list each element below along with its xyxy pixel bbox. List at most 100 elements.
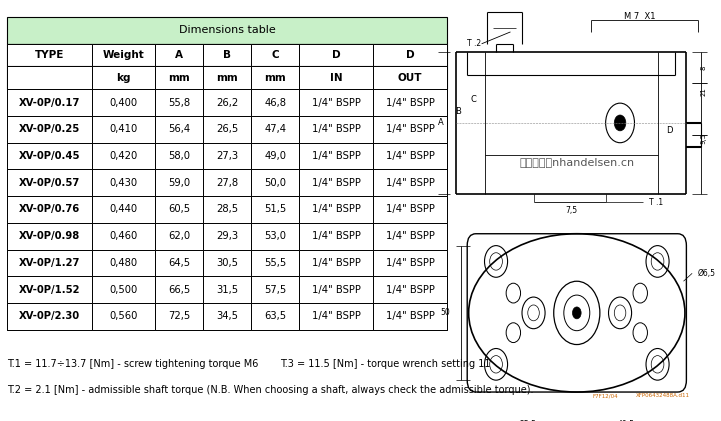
Text: 1/4" BSPP: 1/4" BSPP <box>386 231 435 241</box>
Bar <box>251 116 299 143</box>
Text: 1/4" BSPP: 1/4" BSPP <box>386 98 435 108</box>
Text: 8: 8 <box>701 65 707 70</box>
Text: D: D <box>665 126 673 135</box>
Text: M 7  X1: M 7 X1 <box>624 12 656 21</box>
Text: 51,5: 51,5 <box>264 205 286 214</box>
Bar <box>7 170 447 196</box>
Bar <box>373 250 447 276</box>
Text: 0,480: 0,480 <box>110 258 138 268</box>
Bar <box>251 303 299 330</box>
Bar <box>203 89 251 116</box>
Text: 27,8: 27,8 <box>216 178 238 188</box>
Text: XV-0P/0.17: XV-0P/0.17 <box>19 98 81 108</box>
Text: 31,5: 31,5 <box>216 285 238 295</box>
Bar <box>251 67 299 89</box>
Bar <box>203 143 251 170</box>
Bar <box>7 223 447 250</box>
Text: 26,5: 26,5 <box>216 125 238 134</box>
Text: 29,3: 29,3 <box>216 231 238 241</box>
Bar <box>203 43 251 67</box>
Bar <box>7 250 92 276</box>
Bar <box>373 116 447 143</box>
Bar <box>251 276 299 303</box>
Text: 1/4" BSPP: 1/4" BSPP <box>311 125 360 134</box>
Text: 1/4" BSPP: 1/4" BSPP <box>386 258 435 268</box>
Text: 1/4" BSPP: 1/4" BSPP <box>386 205 435 214</box>
Bar <box>92 223 155 250</box>
Text: 47,4: 47,4 <box>264 125 286 134</box>
Bar <box>92 170 155 196</box>
Bar <box>155 196 203 223</box>
Bar <box>299 43 373 67</box>
Text: 53,0: 53,0 <box>264 231 286 241</box>
Bar <box>373 43 447 67</box>
Bar <box>92 143 155 170</box>
Bar <box>155 43 203 67</box>
Text: mm: mm <box>216 73 238 83</box>
Text: D: D <box>406 50 415 60</box>
Bar <box>155 67 203 89</box>
Text: T.2 = 2.1 [Nm] - admissible shaft torque (N.B. When choosing a shaft, always che: T.2 = 2.1 [Nm] - admissible shaft torque… <box>7 385 534 395</box>
Bar <box>203 303 251 330</box>
Bar <box>7 303 92 330</box>
Text: kg: kg <box>116 73 131 83</box>
Text: 49,0: 49,0 <box>264 151 286 161</box>
Text: 1/4" BSPP: 1/4" BSPP <box>386 178 435 188</box>
Text: 0,460: 0,460 <box>110 231 138 241</box>
Text: 1/4" BSPP: 1/4" BSPP <box>386 285 435 295</box>
Bar <box>7 303 447 330</box>
Text: XV-0P/0.98: XV-0P/0.98 <box>19 231 80 241</box>
Bar <box>7 196 92 223</box>
Text: T .1: T .1 <box>649 197 663 207</box>
Text: XV-0P/0.76: XV-0P/0.76 <box>19 205 80 214</box>
Text: 1/4" BSPP: 1/4" BSPP <box>311 178 360 188</box>
Bar <box>7 276 92 303</box>
Text: T .2: T .2 <box>467 39 482 48</box>
Circle shape <box>572 307 581 319</box>
Text: 40,5: 40,5 <box>617 420 634 421</box>
Bar <box>299 250 373 276</box>
Text: mm: mm <box>168 73 190 83</box>
Bar <box>155 276 203 303</box>
Bar <box>7 67 447 89</box>
Bar <box>92 250 155 276</box>
Text: 0,500: 0,500 <box>110 285 138 295</box>
Text: T.3 = 11.5 [Nm] - torque wrench setting 11: T.3 = 11.5 [Nm] - torque wrench setting … <box>280 359 490 369</box>
Bar <box>203 250 251 276</box>
Bar <box>203 67 251 89</box>
Text: 1/4" BSPP: 1/4" BSPP <box>386 311 435 321</box>
Bar <box>373 89 447 116</box>
Text: XV-0P/0.57: XV-0P/0.57 <box>19 178 80 188</box>
Text: 1/4" BSPP: 1/4" BSPP <box>386 125 435 134</box>
Text: 0,440: 0,440 <box>110 205 138 214</box>
Text: XV-0P/1.27: XV-0P/1.27 <box>19 258 81 268</box>
Bar <box>203 170 251 196</box>
Text: 27,3: 27,3 <box>216 151 238 161</box>
Text: D: D <box>332 50 340 60</box>
Bar <box>92 303 155 330</box>
Bar <box>299 223 373 250</box>
Bar <box>7 276 447 303</box>
Text: 46,8: 46,8 <box>264 98 286 108</box>
Bar <box>7 223 92 250</box>
Bar <box>92 67 155 89</box>
Bar <box>7 116 92 143</box>
Bar <box>299 276 373 303</box>
Text: XV-0P/0.45: XV-0P/0.45 <box>19 151 81 161</box>
Bar <box>7 143 92 170</box>
Text: 26,2: 26,2 <box>216 98 238 108</box>
Text: 66,5: 66,5 <box>168 285 190 295</box>
Text: B: B <box>456 107 461 115</box>
Bar <box>203 276 251 303</box>
Text: 7,5: 7,5 <box>565 206 577 215</box>
Bar <box>373 223 447 250</box>
Bar <box>203 223 251 250</box>
Bar <box>7 89 447 116</box>
Text: 57,5: 57,5 <box>264 285 286 295</box>
Text: 50,0: 50,0 <box>264 178 286 188</box>
Bar <box>7 89 92 116</box>
Text: XV-0P/2.30: XV-0P/2.30 <box>19 311 80 321</box>
Text: XV-0P/0.25: XV-0P/0.25 <box>19 125 80 134</box>
Bar <box>299 67 373 89</box>
Bar <box>251 250 299 276</box>
